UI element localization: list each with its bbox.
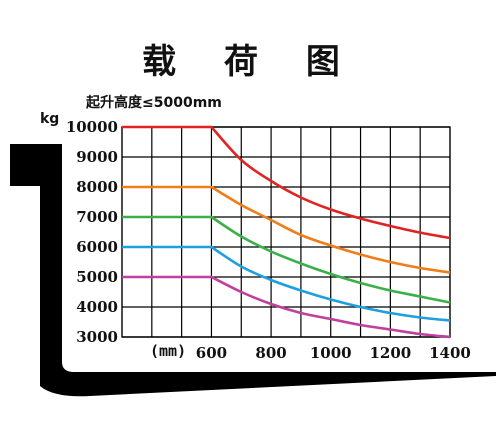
chart-grid <box>121 126 451 338</box>
x-tick-label: 1400 <box>429 344 471 362</box>
y-axis-unit-label: kg <box>40 111 60 127</box>
fork-silhouette <box>10 144 496 397</box>
x-tick-label: 600 <box>196 344 227 362</box>
x-tick-label: 1000 <box>310 344 352 362</box>
series-line-1 <box>122 125 451 240</box>
series-line-4 <box>122 245 451 322</box>
y-tick-label: 3000 <box>76 328 118 346</box>
y-axis-ticks: 3000 4000 5000 6000 7000 8000 9000 10000 <box>66 118 118 346</box>
chart-title: 载 荷 图 <box>142 42 358 82</box>
series-line-3 <box>122 215 451 304</box>
x-axis-ticks: 600 800 1000 1200 1400 <box>196 344 471 362</box>
plot-area <box>121 126 451 338</box>
y-tick-label: 7000 <box>76 208 118 226</box>
y-tick-label: 10000 <box>66 118 118 136</box>
series-line-2 <box>122 185 451 274</box>
y-tick-label: 4000 <box>76 298 118 316</box>
y-tick-label: 8000 <box>76 178 118 196</box>
y-tick-label: 5000 <box>76 268 118 286</box>
series-line-5 <box>122 275 451 339</box>
chart-subtitle: 起升高度≤5000mm <box>86 95 222 111</box>
chart-series <box>122 125 451 339</box>
x-axis-unit-label: (mm) <box>150 342 187 360</box>
y-tick-label: 6000 <box>76 238 118 256</box>
x-tick-label: 800 <box>255 344 286 362</box>
y-tick-label: 9000 <box>76 148 118 166</box>
x-tick-label: 1200 <box>369 344 411 362</box>
